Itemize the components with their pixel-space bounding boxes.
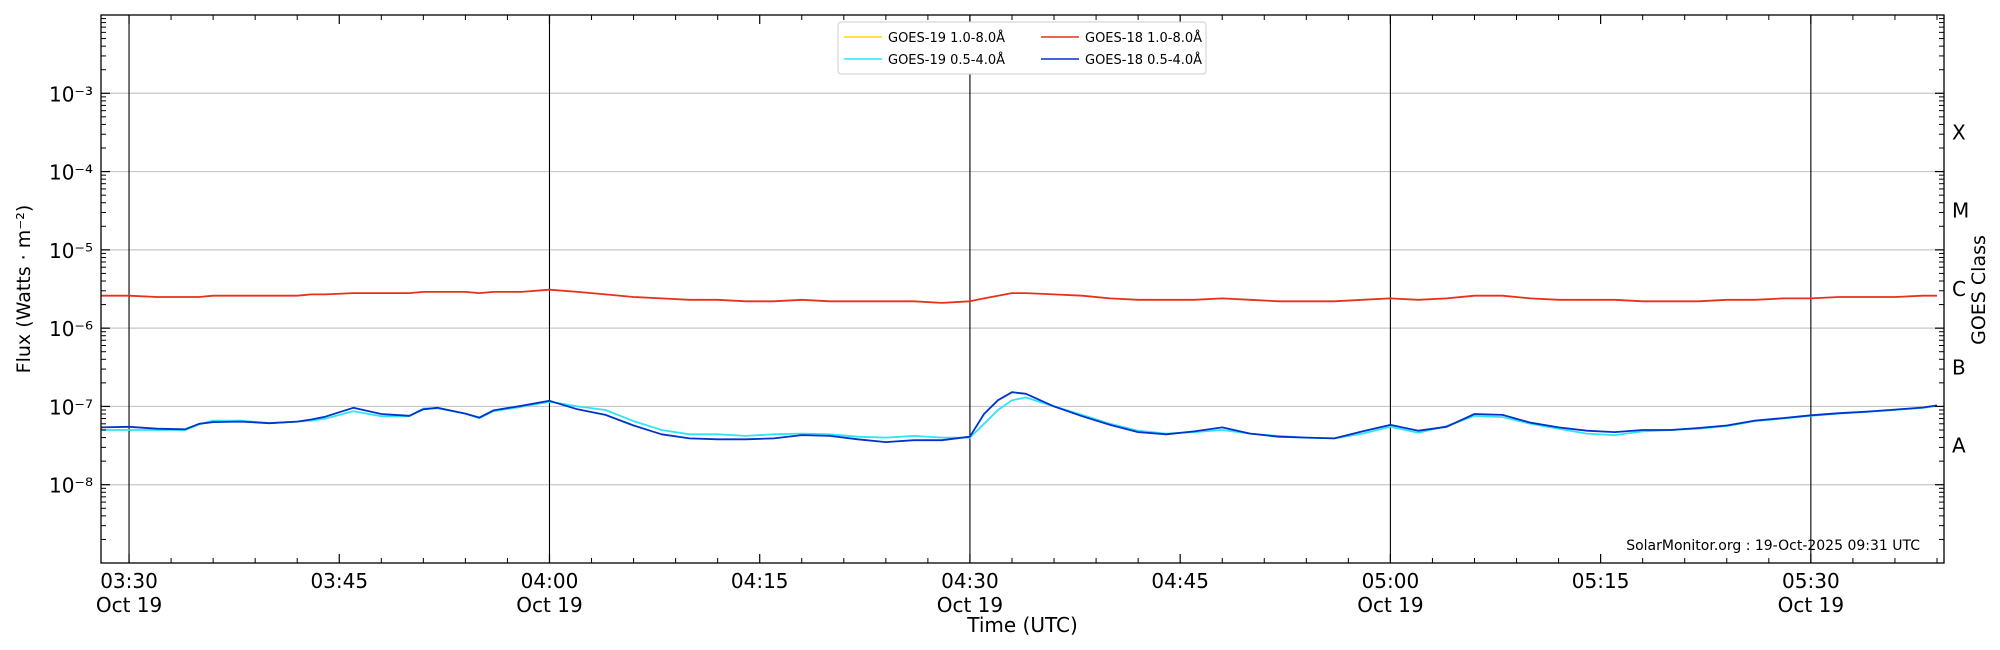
source-annotation: SolarMonitor.org : 19-Oct-2025 09:31 UTC — [1626, 538, 1920, 554]
legend: GOES-19 1.0-8.0Å GOES-19 0.5-4.0Å GOES-18 … — [837, 21, 1207, 75]
x-tick-date-label: Oct 19 — [96, 593, 162, 617]
legend-box — [837, 21, 1207, 75]
x-tick-label: 03:30 — [100, 569, 158, 593]
goes-class-label: A — [1952, 434, 1966, 458]
series-layer — [100, 288, 1938, 444]
x-tick-label: 05:15 — [1572, 569, 1630, 593]
goes-class-label: B — [1952, 355, 1966, 379]
right-axis-label: GOES Class — [1968, 235, 1990, 345]
series-line-3 — [100, 391, 1938, 444]
y-tick-label: 10⁻³ — [49, 82, 93, 106]
goes-class-label: M — [1952, 199, 1969, 223]
legend-label: GOES-19 0.5-4.0Å — [888, 52, 1005, 68]
x-tick-label: 03:45 — [310, 569, 368, 593]
y-tick-label: 10⁻⁸ — [49, 474, 93, 498]
goes-class-label: C — [1952, 277, 1966, 301]
x-tick-label: 04:45 — [1151, 569, 1209, 593]
plot-frame — [100, 14, 1945, 564]
x-tick-label: 04:15 — [731, 569, 789, 593]
y-tick-label: 10⁻⁴ — [49, 161, 93, 185]
y-tick-label: 10⁻⁵ — [49, 239, 93, 263]
goes-class-label: X — [1952, 120, 1966, 144]
series-line-1 — [101, 288, 1937, 304]
y-tick-label: 10⁻⁷ — [49, 395, 93, 419]
x-tick-label: 05:30 — [1782, 569, 1840, 593]
x-tick-label: 04:00 — [521, 569, 579, 593]
x-tick-date-label: Oct 19 — [1357, 593, 1423, 617]
day-time-lines — [128, 15, 1812, 563]
legend-label: GOES-19 1.0-8.0Å — [888, 30, 1005, 46]
grid-layer — [101, 92, 1944, 486]
legend-label: GOES-18 1.0-8.0Å — [1085, 30, 1202, 46]
x-tick-date-label: Oct 19 — [1778, 593, 1844, 617]
y-tick-label: 10⁻⁶ — [49, 317, 93, 341]
legend-label: GOES-18 0.5-4.0Å — [1085, 52, 1202, 68]
x-tick-label: 05:00 — [1362, 569, 1420, 593]
x-axis-label: Time (UTC) — [966, 613, 1078, 637]
x-tick-label: 04:30 — [941, 569, 999, 593]
tick-layer — [101, 15, 1944, 563]
series-line-2 — [101, 396, 1938, 440]
x-tick-date-label: Oct 19 — [937, 593, 1003, 617]
y-axis-label: Flux (Watts · m⁻²) — [13, 205, 35, 374]
x-tick-date-label: Oct 19 — [516, 593, 582, 617]
